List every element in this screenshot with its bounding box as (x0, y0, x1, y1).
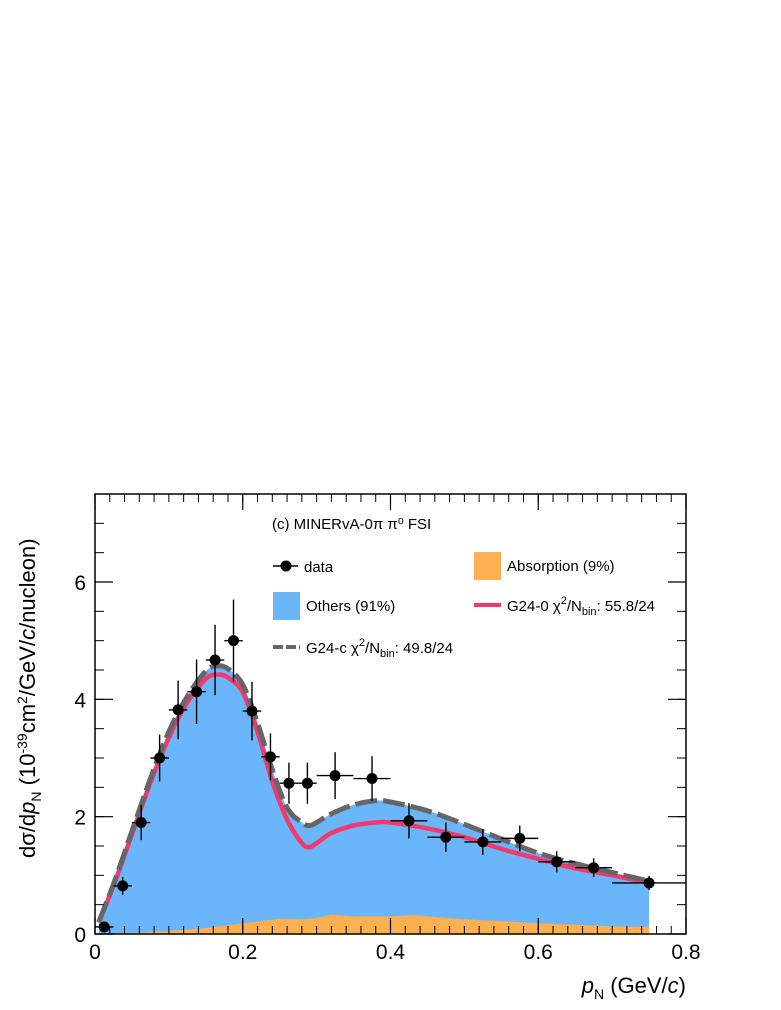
data-point-marker (514, 832, 526, 844)
absorption-fill (98, 914, 650, 934)
y-tick-label: 4 (74, 689, 86, 712)
legend-g24-0-name: G24-0 (507, 598, 549, 615)
data-point-marker (154, 752, 166, 764)
x-tick-label: 0.8 (671, 941, 700, 964)
legend-others-swatch (273, 592, 300, 620)
data-point (150, 734, 169, 782)
legend-g24-0-chi: χ (553, 598, 561, 615)
x-axis-title: pN (GeV/c) (581, 973, 686, 1002)
y-axis-title-c: c (15, 629, 40, 640)
data-point (390, 803, 428, 839)
legend-g24-0-label: G24-0 χ2/Nbin: 55.8/24 (507, 595, 655, 618)
y-axis-title-pre: dσ/d (15, 814, 40, 858)
y-tick-label: 6 (74, 572, 86, 595)
y-axis-title-unit2: cm (15, 704, 40, 733)
legend-g24-c-value: : 49.8/24 (395, 640, 453, 657)
data-point (575, 858, 613, 878)
y-axis-title-unit4: /nucleon) (15, 538, 40, 629)
data-point (95, 921, 114, 933)
y-axis-title: dσ/dpN (10-39cm2/GeV/c/nucleon) (14, 538, 44, 858)
legend-g24-c-label: G24-c χ2/Nbin: 49.8/24 (306, 637, 453, 660)
data-point-marker (117, 880, 129, 892)
data-point (279, 762, 299, 804)
legend-g24-c-n: /N (365, 640, 380, 657)
y-tick-label: 0 (74, 924, 86, 947)
data-point-marker (477, 836, 489, 848)
legend-absorption-swatch (474, 552, 501, 580)
axis-ticks: 0 0.2 0.4 0.6 0.8 0 2 4 6 (74, 493, 701, 964)
legend-g24-0-n: /N (567, 598, 582, 615)
data-point-marker (246, 705, 258, 717)
x-axis-title-sub: N (594, 986, 604, 1002)
data-point-marker (172, 704, 184, 716)
data-point (187, 659, 206, 724)
data-point (224, 599, 243, 682)
stacked-fills (98, 665, 650, 934)
data-point (538, 851, 576, 873)
x-tick-label: 0.2 (228, 941, 257, 964)
y-axis-title-sq: 2 (14, 696, 30, 704)
legend-g24-c-chi-sup: 2 (359, 637, 365, 649)
data-point-marker (283, 777, 295, 789)
x-axis-title-c: c (668, 973, 679, 998)
data-point-marker (135, 817, 147, 829)
legend-title: (c) MINERvA-0π π⁰ FSI (272, 516, 431, 533)
legend-absorption-label: Absorption (9%) (507, 558, 615, 575)
data-point-marker (403, 815, 415, 827)
data-point (427, 822, 465, 852)
data-point (464, 828, 502, 855)
legend-g24-0-value: : 55.8/24 (597, 598, 655, 615)
x-axis-title-p: p (581, 973, 594, 998)
data-point-marker (301, 777, 313, 789)
x-tick-label: 0.4 (376, 941, 406, 964)
data-point (131, 804, 151, 841)
legend-data-marker (280, 560, 292, 572)
data-point-marker (588, 862, 600, 874)
legend: (c) MINERvA-0π π⁰ FSI data Absorption (9… (272, 516, 655, 660)
legend-g24-c-chi: χ (351, 640, 359, 657)
data-point (501, 825, 539, 852)
data-point (205, 624, 225, 696)
y-axis-title-unit3: /GeV/ (15, 639, 40, 696)
data-point (612, 875, 686, 890)
data-point (113, 877, 132, 895)
data-point-marker (264, 751, 276, 763)
data-point-marker (191, 686, 203, 698)
legend-data-label: data (304, 559, 334, 576)
data-point-marker (98, 921, 110, 933)
y-axis-title-unit1: (10 (15, 754, 40, 792)
data-point-marker (228, 635, 240, 647)
legend-g24-c-name: G24-c (306, 640, 347, 657)
data-point (316, 752, 354, 800)
legend-g24-0-chi-sup: 2 (561, 595, 567, 607)
data-point-marker (366, 773, 378, 785)
legend-others-label: Others (91%) (306, 598, 395, 615)
y-tick-label: 2 (74, 807, 86, 830)
data-point-marker (551, 856, 563, 868)
data-point (353, 756, 391, 801)
data-point-marker (209, 654, 221, 666)
data-point (168, 680, 188, 740)
x-axis-title-unit: (GeV/ (604, 973, 668, 998)
g24-c-line (96, 663, 650, 924)
g24-0-line (96, 672, 650, 924)
model-curves (96, 663, 650, 924)
data-point-marker (440, 831, 452, 843)
y-axis-title-exp: -39 (14, 733, 30, 753)
legend-g24-c-n-sub: bin (380, 648, 395, 660)
data-point (261, 733, 280, 781)
data-points (95, 599, 686, 933)
y-axis-title-sub: N (28, 791, 44, 801)
data-point (242, 681, 262, 741)
data-point (298, 762, 317, 804)
x-tick-label: 0.6 (524, 941, 553, 964)
data-point-marker (643, 877, 655, 889)
y-axis-title-p: p (15, 802, 40, 815)
others-fill (98, 665, 650, 934)
data-point-marker (329, 770, 341, 782)
legend-g24-0-n-sub: bin (582, 606, 597, 618)
x-tick-label: 0 (89, 941, 101, 964)
x-axis-title-close: ) (679, 973, 686, 998)
